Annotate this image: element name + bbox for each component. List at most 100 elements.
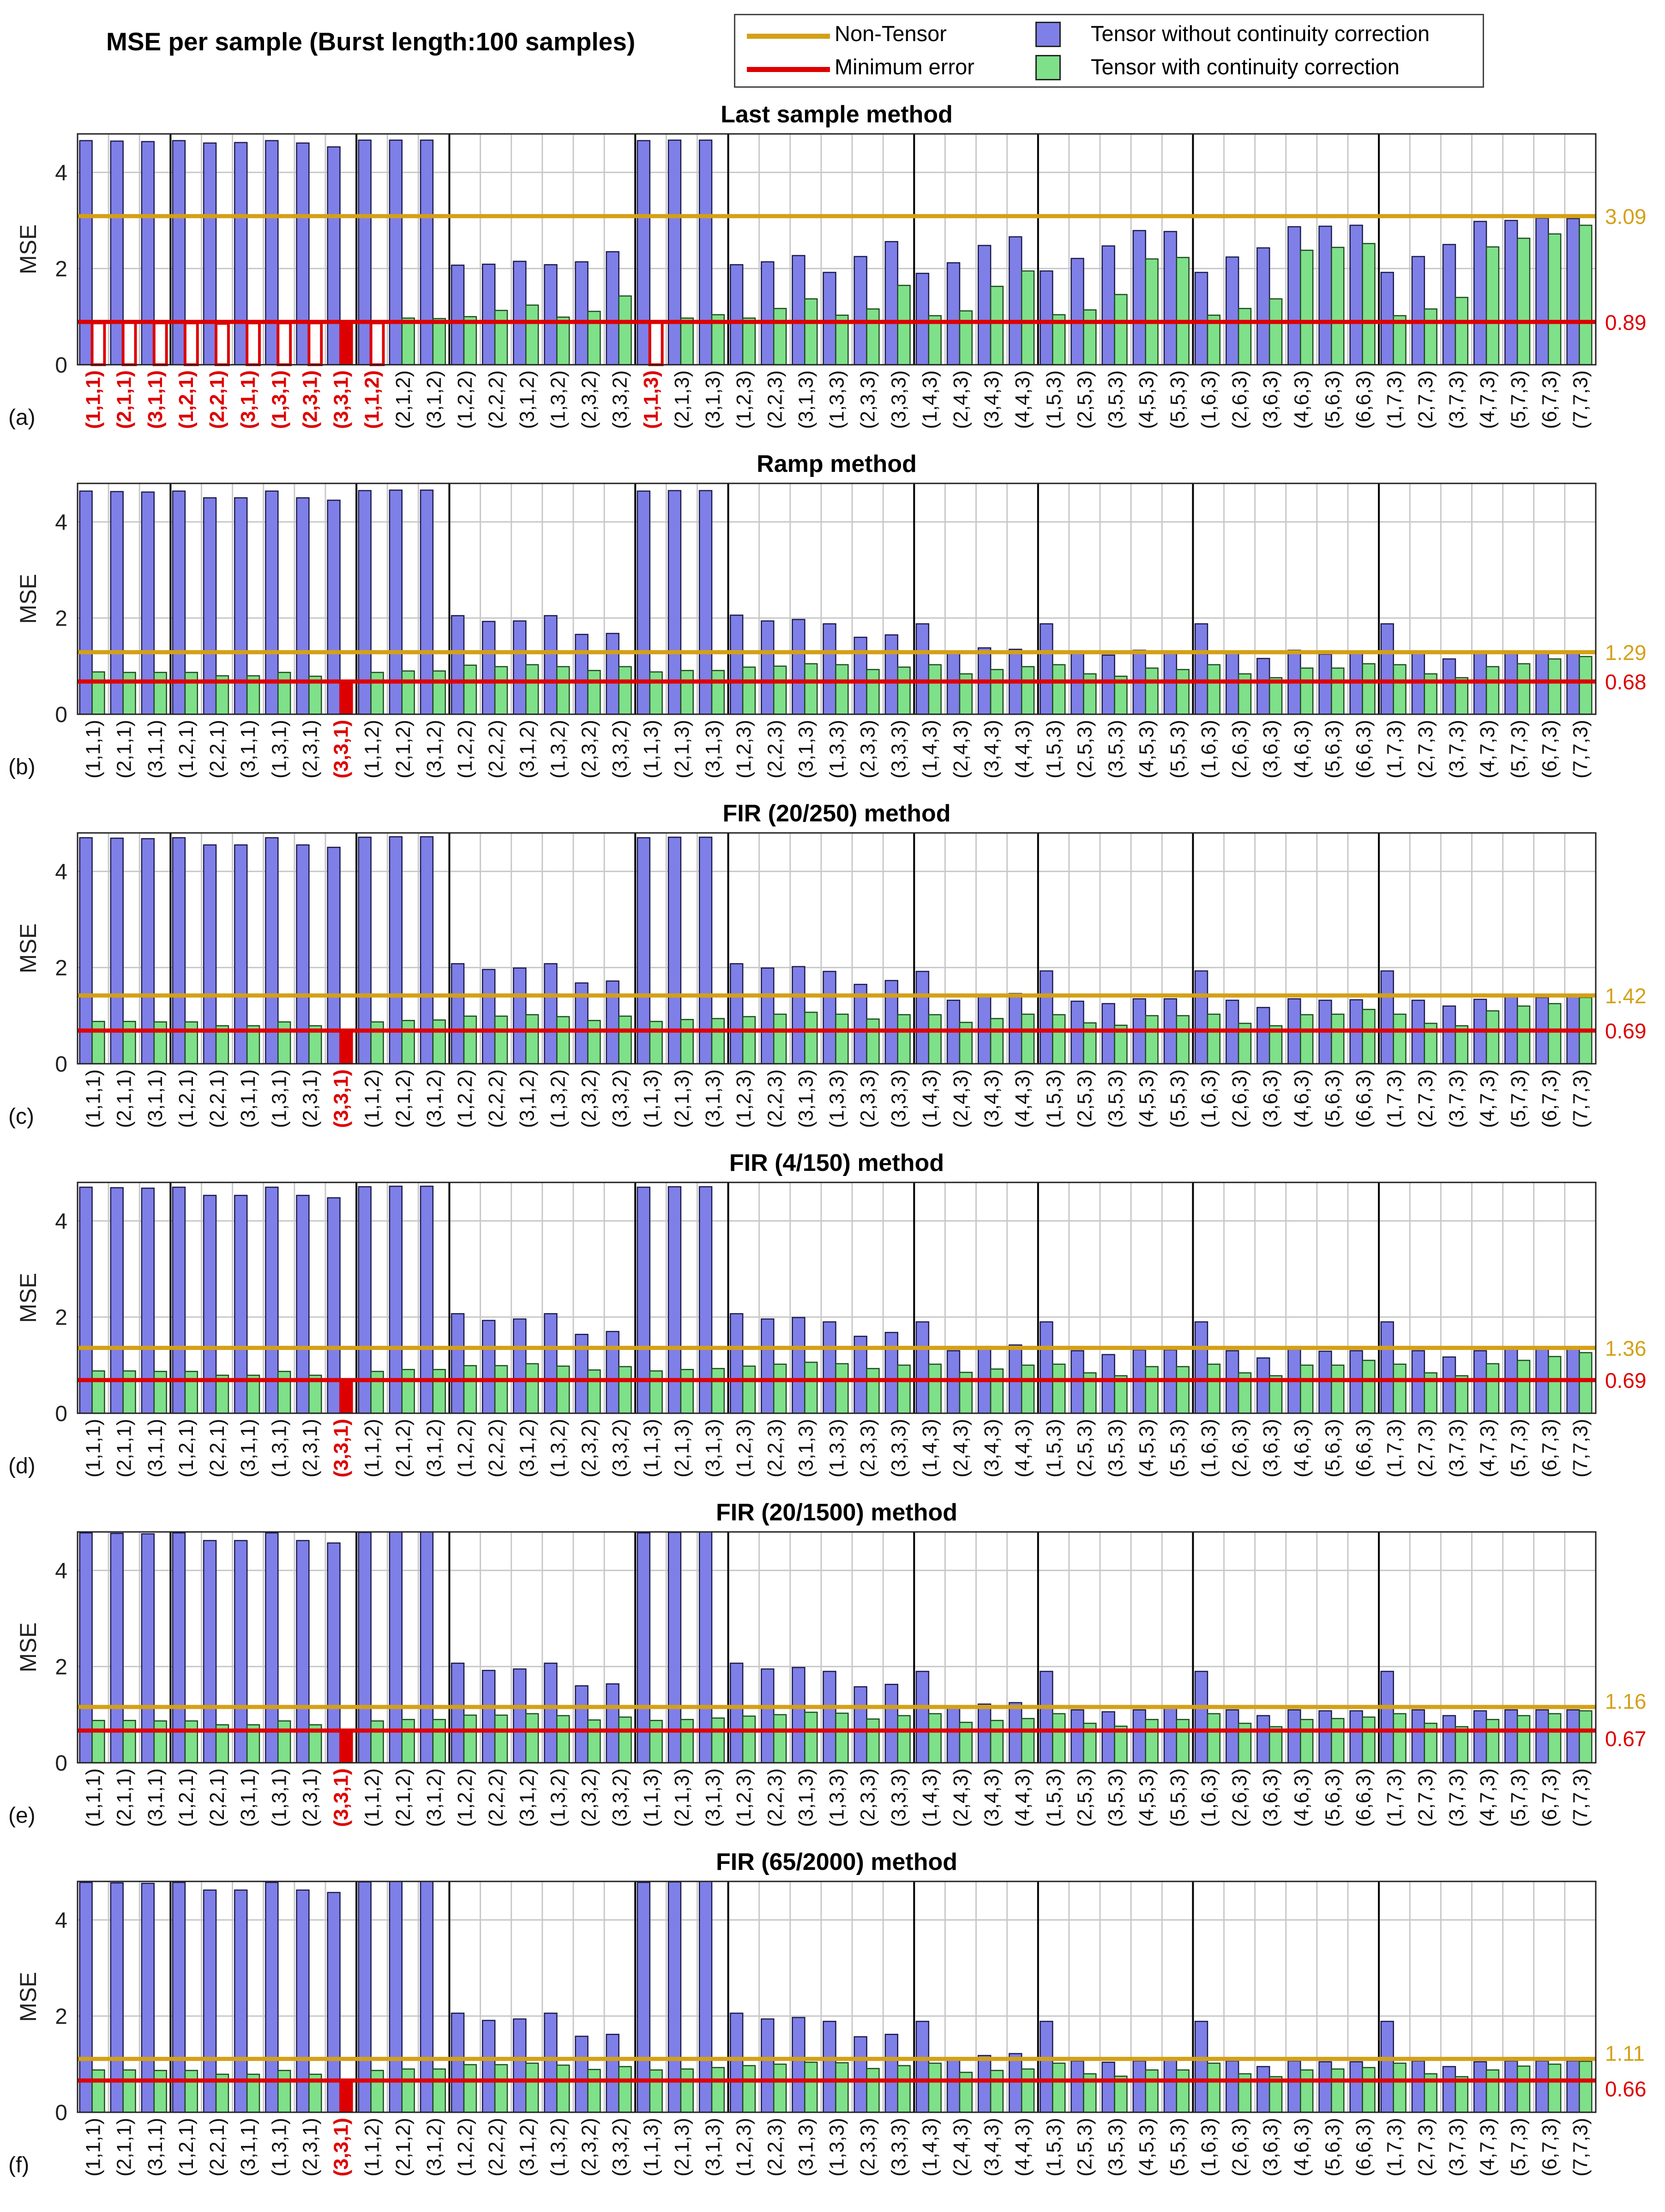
bar-without-correction	[389, 1186, 403, 1414]
bar-without-correction	[389, 1531, 403, 1764]
x-tick-label: (4,4,3)	[1011, 1419, 1034, 1477]
bar-without-correction	[1380, 1321, 1394, 1414]
x-tick-label: (3,1,3)	[702, 2118, 724, 2176]
bar-with-correction	[928, 1363, 942, 1414]
y-tick-label: 4	[55, 1209, 67, 1234]
bar-with-correction	[1362, 243, 1376, 366]
bar-with-correction	[804, 2061, 818, 2113]
chart-panel-f: FIR (65/2000) method 0 2 4 1.11 0.66 MSE (1,1,1…	[8, 1849, 1647, 2177]
x-tick-label: (2,3,3)	[857, 370, 879, 429]
x-tick-label: (4,5,3)	[1136, 1768, 1158, 1827]
bar-with-correction	[835, 2062, 849, 2113]
bar-with-correction	[1548, 233, 1562, 366]
x-tick-label: (2,3,1)	[299, 1419, 321, 1477]
x-tick-label: (2,2,3)	[763, 720, 786, 778]
x-tick-label: (1,3,1)	[268, 1768, 290, 1827]
x-tick-label: (2,2,2)	[485, 1069, 507, 1128]
x-tick-label: (1,2,1)	[175, 1069, 198, 1128]
bar-with-correction	[618, 295, 632, 366]
bar-without-correction	[141, 491, 155, 715]
bar-with-correction	[1516, 237, 1531, 366]
x-tick-label: (4,6,3)	[1290, 370, 1313, 429]
bar-with-correction	[1548, 1003, 1562, 1065]
bar-with-correction	[1176, 1366, 1190, 1414]
bar-with-correction	[866, 308, 880, 366]
x-tick-label: (1,2,1)	[175, 1419, 198, 1477]
legend-minimum-error-label: Minimum error	[835, 54, 974, 79]
bar-with-correction	[1268, 298, 1283, 366]
legend-without-swatch	[1035, 22, 1061, 47]
x-tick-label: (1,1,3)	[640, 370, 662, 429]
bar-with-correction	[525, 1363, 539, 1414]
bar-without-correction	[1473, 2061, 1487, 2113]
bar-with-correction	[184, 1021, 198, 1065]
bar-with-correction	[680, 317, 694, 366]
bar-with-correction	[91, 1021, 105, 1065]
x-tick-label: (5,5,3)	[1166, 370, 1189, 429]
bar-without-correction	[1442, 1005, 1456, 1065]
x-tick-label: (2,2,2)	[485, 1768, 507, 1827]
x-tick-label: (3,3,2)	[609, 1419, 631, 1477]
x-tick-label: (4,7,3)	[1476, 1419, 1499, 1477]
x-tick-label: (5,6,3)	[1321, 370, 1344, 429]
x-tick-label: (1,1,2)	[361, 1419, 384, 1477]
x-tick-label: (3,1,1)	[237, 1768, 259, 1827]
bar-with-correction	[339, 1730, 353, 1764]
x-tick-label: (2,3,1)	[299, 1768, 321, 1827]
x-tick-label: (1,1,3)	[640, 2118, 662, 2176]
x-tick-label: (3,1,3)	[702, 1419, 724, 1477]
bar-with-correction	[773, 1013, 787, 1065]
bar-without-correction	[761, 1318, 775, 1414]
axes-frame	[77, 133, 1597, 366]
x-tick-label: (3,5,3)	[1105, 370, 1127, 429]
bar-with-correction	[1238, 307, 1252, 366]
bar-without-correction	[915, 1670, 930, 1764]
bar-without-correction	[1163, 2059, 1178, 2113]
x-tick-label: (7,7,3)	[1569, 1069, 1592, 1128]
bar-with-correction	[649, 1720, 663, 1764]
panel-letter: (a)	[8, 405, 36, 430]
x-tick-label: (1,2,3)	[733, 1419, 755, 1477]
bar-with-correction	[1300, 249, 1314, 366]
chart-title: FIR (65/2000) method	[716, 1849, 957, 1875]
bar-without-correction	[1380, 2020, 1394, 2113]
bar-with-correction	[990, 2070, 1004, 2113]
bar-without-correction	[1256, 657, 1270, 715]
y-tick-label: 0	[55, 353, 67, 378]
bar-with-correction	[618, 2066, 632, 2113]
x-tick-label: (2,2,2)	[485, 1419, 507, 1477]
bar-with-correction	[1331, 247, 1345, 366]
bar-without-correction	[946, 262, 961, 366]
x-tick-label: (1,6,3)	[1197, 2118, 1220, 2176]
x-tick-label: (4,6,3)	[1290, 1419, 1313, 1477]
bar-with-correction	[153, 1021, 167, 1065]
bar-with-correction	[556, 2064, 570, 2113]
x-tick-label: (1,1,1)	[82, 370, 105, 429]
bar-with-correction	[401, 670, 415, 715]
x-tick-label: (2,4,3)	[950, 370, 972, 429]
bar-with-correction	[804, 298, 818, 366]
bar-without-correction	[1504, 1709, 1518, 1764]
x-tick-label: (3,5,3)	[1105, 1419, 1127, 1477]
x-tick-label: (3,1,1)	[237, 720, 259, 778]
x-tick-label: (2,2,1)	[206, 1768, 228, 1827]
bar-without-correction	[544, 1663, 558, 1764]
x-tick-label: (1,3,3)	[826, 1419, 848, 1477]
bar-with-correction	[1052, 2062, 1066, 2113]
bar-with-correction	[1145, 667, 1159, 715]
x-tick-label: (3,7,3)	[1445, 1419, 1468, 1477]
bar-with-correction	[648, 320, 664, 367]
x-tick-label: (1,2,1)	[175, 370, 198, 429]
x-tick-label: (3,3,3)	[888, 1768, 910, 1827]
bar-without-correction	[606, 251, 619, 366]
bar-with-correction	[804, 1712, 818, 1764]
x-tick-label: (2,1,1)	[113, 1768, 136, 1827]
bar-without-correction	[606, 1683, 619, 1764]
bar-without-correction	[575, 2036, 589, 2113]
x-tick-label: (2,6,3)	[1228, 370, 1251, 429]
bar-without-correction	[1225, 1709, 1239, 1764]
x-tick-label: (2,2,1)	[206, 720, 228, 778]
bar-with-correction	[587, 1020, 601, 1065]
bar-with-correction	[1207, 1713, 1221, 1764]
bar-with-correction	[432, 318, 446, 366]
